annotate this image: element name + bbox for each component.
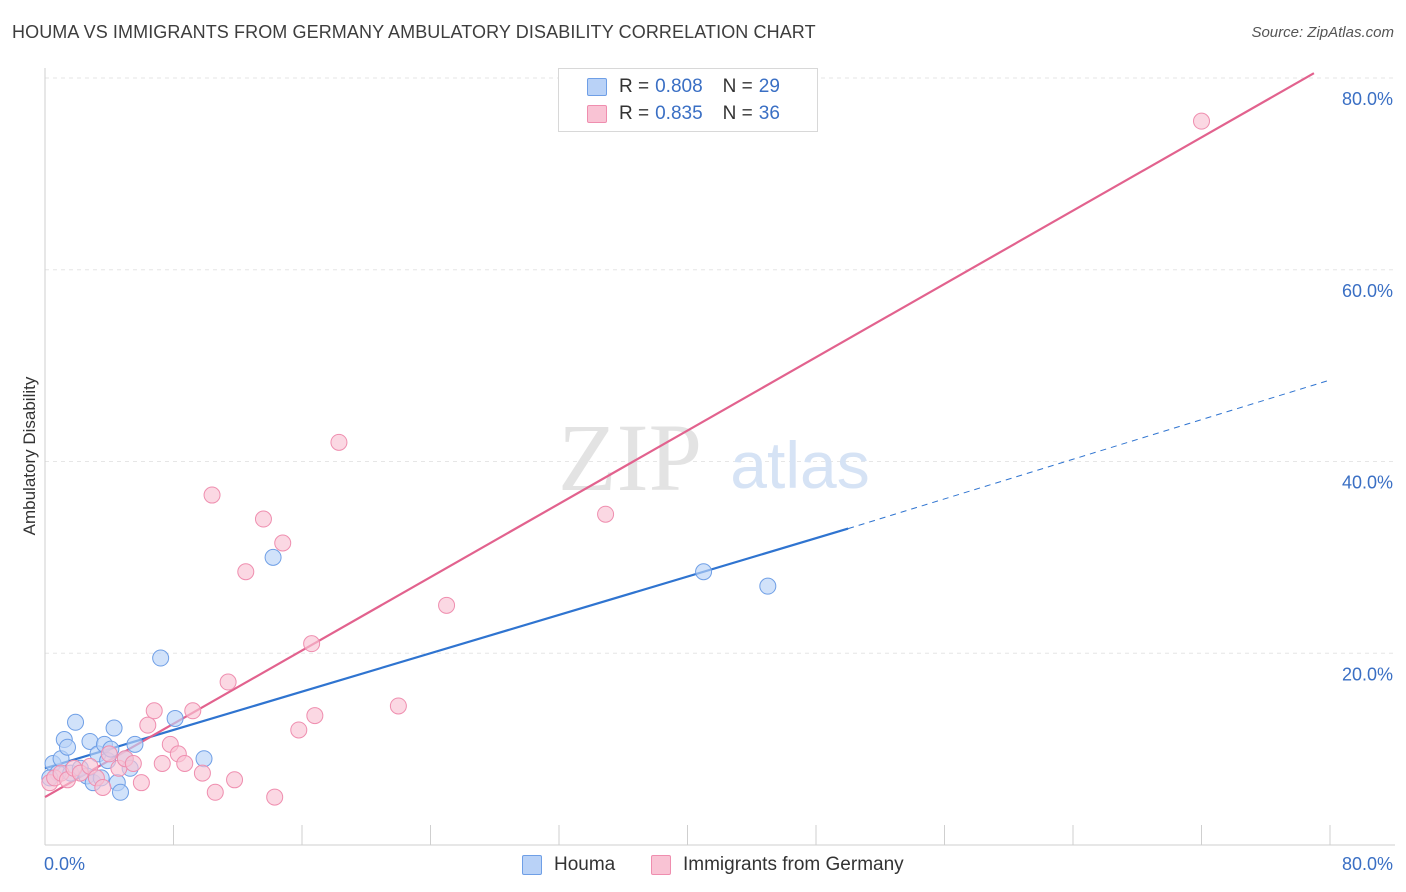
stats-row-germany: R = 0.835 N = 36	[587, 101, 780, 127]
germany-point	[153, 755, 171, 773]
germany-point	[254, 510, 272, 528]
watermark-zip: ZIP	[558, 404, 702, 511]
houma-point	[126, 735, 144, 753]
houma-point	[105, 719, 123, 737]
germany-r-label: R =	[619, 103, 650, 124]
legend-item-houma[interactable]: Houma	[522, 851, 615, 879]
houma-point	[166, 709, 184, 727]
germany-point	[330, 433, 348, 451]
series-legend: Houma Immigrants from Germany	[0, 851, 1406, 879]
y-tick-label: 20.0%	[1342, 664, 1393, 684]
houma-point	[759, 577, 777, 595]
germany-point	[274, 534, 292, 552]
germany-point	[438, 596, 456, 614]
stats-row-houma: R = 0.808 N = 29	[587, 74, 780, 100]
germany-n-label: N =	[722, 103, 753, 124]
x-tick-label-max: 80.0%	[1342, 854, 1393, 874]
germany-point	[132, 774, 150, 792]
x-tick-label-min: 0.0%	[44, 854, 85, 874]
germany-point	[176, 755, 194, 773]
germany-point	[266, 788, 284, 806]
houma-n-label: N =	[722, 76, 753, 97]
germany-point	[303, 635, 321, 653]
germany-point	[226, 771, 244, 789]
y-tick-label: 40.0%	[1342, 473, 1393, 493]
houma-r-value: 0.808	[655, 76, 703, 97]
houma-point	[695, 563, 713, 581]
germany-point	[597, 505, 615, 523]
germany-point	[145, 702, 163, 720]
legend-germany-label: Immigrants from Germany	[683, 854, 904, 875]
germany-point	[124, 755, 142, 773]
houma-swatch	[587, 78, 607, 96]
germany-point	[100, 745, 118, 763]
germany-point	[184, 702, 202, 720]
legend-item-germany[interactable]: Immigrants from Germany	[651, 851, 904, 879]
germany-point	[237, 563, 255, 581]
germany-trendline	[44, 72, 1315, 799]
y-tick-label: 60.0%	[1342, 281, 1393, 301]
source-label: Source: ZipAtlas.com	[1251, 24, 1394, 41]
germany-point	[203, 486, 221, 504]
legend-houma-label: Houma	[554, 854, 616, 875]
houma-point	[111, 783, 129, 801]
germany-point	[306, 707, 324, 725]
legend-germany-swatch	[651, 855, 671, 875]
germany-point	[94, 778, 112, 796]
germany-point	[139, 716, 157, 734]
germany-point	[193, 764, 211, 782]
houma-point	[152, 649, 170, 667]
germany-swatch	[587, 105, 607, 123]
germany-point	[389, 697, 407, 715]
houma-r-label: R =	[619, 76, 650, 97]
houma-point	[67, 713, 85, 731]
houma-point	[264, 548, 282, 566]
germany-n-value: 36	[758, 103, 780, 124]
houma-trendline	[44, 527, 849, 770]
chart-title: HOUMA VS IMMIGRANTS FROM GERMANY AMBULAT…	[12, 22, 816, 42]
houma-n-value: 29	[758, 76, 780, 97]
germany-r-value: 0.835	[655, 103, 703, 124]
y-tick-label: 80.0%	[1342, 89, 1393, 109]
houma-point	[195, 750, 213, 768]
y-axis-title: Ambulatory Disability	[20, 376, 39, 535]
houma-trendline-extension	[847, 379, 1331, 530]
stats-legend: R = 0.808 N = 29 R = 0.835 N = 36	[558, 68, 818, 132]
legend-houma-swatch	[522, 855, 542, 875]
houma-point	[58, 738, 76, 756]
germany-point	[219, 673, 237, 691]
watermark-atlas: atlas	[730, 428, 869, 502]
germany-point	[290, 721, 308, 739]
germany-point	[1193, 112, 1210, 130]
germany-point	[206, 783, 224, 801]
